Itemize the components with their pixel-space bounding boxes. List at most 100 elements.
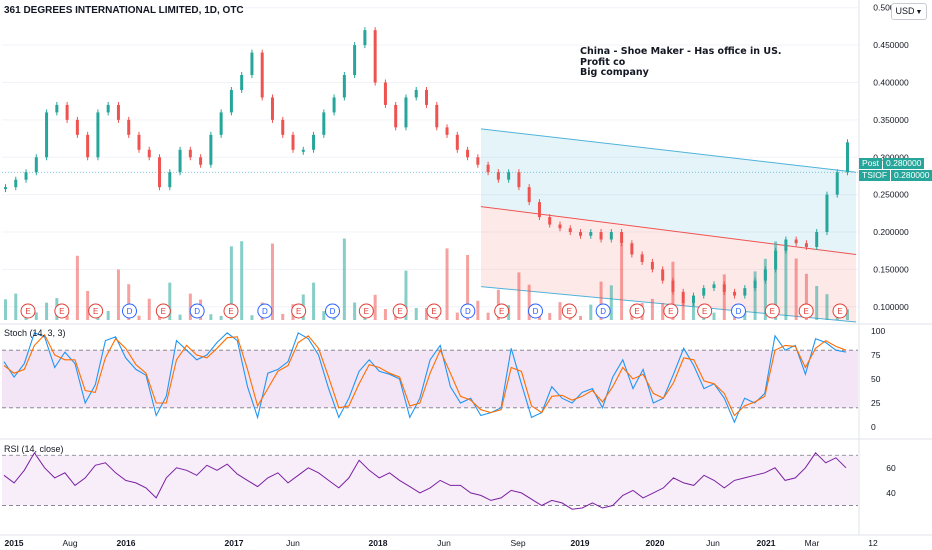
channel-lower-fill <box>481 206 856 322</box>
candle <box>106 104 110 113</box>
candle <box>65 104 69 120</box>
stoch-axis-tick: 25 <box>871 398 881 408</box>
volume-bar <box>466 254 470 320</box>
earnings-marker-label: E <box>770 307 775 316</box>
earnings-marker <box>494 303 510 319</box>
stoch-axis-tick: 100 <box>871 326 885 336</box>
earnings-marker-label: E <box>364 307 369 316</box>
candle <box>373 30 377 83</box>
volume-bar <box>774 241 778 320</box>
candle <box>486 164 490 173</box>
volume-bar <box>106 310 110 320</box>
volume-bar <box>188 293 192 320</box>
volume-bar <box>589 304 593 320</box>
candle <box>158 157 162 188</box>
candle <box>568 228 572 233</box>
candle <box>589 232 593 236</box>
candle <box>291 134 295 150</box>
candle <box>630 243 634 255</box>
volume-bar <box>209 314 213 320</box>
earnings-marker-label: E <box>431 307 436 316</box>
candle <box>75 119 79 135</box>
earnings-marker-label: E <box>634 307 639 316</box>
dividend-marker-label: D <box>262 307 268 316</box>
price-tag-post: Post 0.280000 <box>859 158 925 169</box>
earnings-marker-label: E <box>397 307 402 316</box>
volume-bar <box>229 246 233 320</box>
stoch-indicator-label[interactable]: Stoch (14, 3, 3) <box>4 328 66 338</box>
candle <box>86 134 90 158</box>
text-annotation[interactable]: China - Shoe Maker - Has office in US. P… <box>580 46 782 79</box>
volume-bar <box>34 312 38 320</box>
volume-bar <box>445 248 449 320</box>
currency-selector[interactable]: USD▼ <box>891 3 927 20</box>
candle <box>414 89 418 98</box>
earnings-marker-label: E <box>25 307 30 316</box>
earnings-marker-label: E <box>228 307 233 316</box>
candle <box>476 157 480 165</box>
volume-bar <box>137 315 141 320</box>
time-axis-tick: Sep <box>510 538 525 548</box>
volume-bar <box>548 313 552 320</box>
candle <box>599 232 603 240</box>
candle <box>14 179 18 188</box>
candle <box>322 112 326 135</box>
candle <box>250 52 254 76</box>
candle <box>425 89 428 105</box>
rsi-indicator-label[interactable]: RSI (14, close) <box>4 444 64 454</box>
volume-bar <box>691 302 695 320</box>
candle <box>804 243 808 247</box>
dividend-marker <box>257 303 273 319</box>
candle <box>681 291 685 304</box>
volume-bar <box>65 315 69 320</box>
volume-bar <box>537 315 541 320</box>
candle <box>620 232 624 244</box>
dividend-marker <box>460 303 476 319</box>
time-axis-tick: Jun <box>286 538 300 548</box>
stoch-axis-tick: 0 <box>871 422 876 432</box>
candle <box>383 82 387 105</box>
dividend-marker-label: D <box>736 307 742 316</box>
earnings-marker-label: E <box>668 307 673 316</box>
candle <box>4 187 7 190</box>
candle <box>661 269 665 281</box>
volume-bar <box>661 302 665 320</box>
time-axis-tick: 2016 <box>117 538 136 548</box>
candle <box>178 149 182 173</box>
stoch-band <box>2 350 858 408</box>
candle <box>127 119 131 135</box>
candle <box>137 134 141 150</box>
earnings-marker <box>561 303 577 319</box>
earnings-marker <box>20 303 36 319</box>
candle <box>34 157 38 173</box>
earnings-marker <box>764 303 780 319</box>
volume-bar <box>312 282 316 320</box>
dividend-marker-label: D <box>330 307 336 316</box>
candle <box>96 112 100 158</box>
dividend-marker <box>189 303 205 319</box>
volume-bar <box>681 302 685 320</box>
earnings-marker <box>54 303 70 319</box>
volume-bar <box>168 282 172 320</box>
volume-bar <box>404 270 408 320</box>
candle <box>24 172 28 180</box>
candle <box>55 104 59 113</box>
stoch-axis-tick: 75 <box>871 350 881 360</box>
volume-bar <box>763 258 767 320</box>
volume-bar <box>322 311 326 320</box>
candle <box>496 172 500 180</box>
dividend-marker-label: D <box>465 307 471 316</box>
candle <box>558 224 562 229</box>
time-axis-tick: 2015 <box>5 538 24 548</box>
earnings-marker <box>798 303 814 319</box>
price-tag-name: TSIOF <box>859 170 891 181</box>
candle <box>579 232 583 236</box>
volume-bar <box>455 312 459 320</box>
earnings-marker <box>426 303 442 319</box>
volume-bar <box>45 302 49 320</box>
volume-bar <box>353 302 357 320</box>
time-axis-tick: Jun <box>437 538 451 548</box>
dividend-marker <box>528 303 543 319</box>
